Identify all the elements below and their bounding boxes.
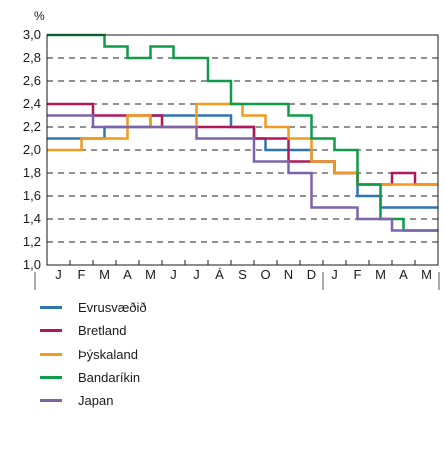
x-month-label: D [307,267,316,282]
legend-swatch [40,329,62,333]
x-month-label: J [55,267,62,282]
legend-label: Þýskaland [78,346,138,362]
x-month-label: J [331,267,338,282]
series-line [47,114,438,232]
y-tick-label: 1,2 [23,234,41,249]
x-month-label: F [354,267,362,282]
x-month-label: M [145,267,156,282]
x-month-label: A [399,267,408,282]
legend-label: Bretland [78,323,127,339]
y-tick-label: 3,0 [23,27,41,42]
series-lines [47,33,438,232]
x-axis: JFMAMJJÁSONDJFMAM20072008 [34,260,440,290]
x-year-label: 2007 [171,288,200,290]
y-tick-label: 2,2 [23,119,41,134]
y-tick-label: 1,4 [23,211,41,226]
y-tick-label: 1,0 [23,257,41,272]
legend-label: Evrusvæðið [78,300,147,316]
x-month-label: N [284,267,293,282]
legend-swatch [40,399,62,403]
legend-item: Bandaríkin [40,366,147,389]
legend-item: Bretland [40,319,147,342]
y-tick-label: 2,4 [23,96,41,111]
x-year-label: 2008 [366,288,395,290]
x-month-label: A [123,267,132,282]
x-month-label: M [99,267,110,282]
y-axis-ticks: 1,0 1,2 1,4 1,6 1,8 2,0 2,2 2,4 2,6 2,8 3,0 [23,27,41,272]
y-axis-unit-label: % [34,9,45,23]
legend-label: Bandaríkin [78,370,141,386]
y-tick-label: 1,6 [23,188,41,203]
series-line [47,33,438,232]
x-month-label: M [421,267,432,282]
y-tick-label: 2,0 [23,142,41,157]
y-tick-label: 2,6 [23,73,41,88]
legend-label: Japan [78,393,114,409]
x-month-label: F [78,267,86,282]
x-month-label: Á [215,267,224,282]
legend-item: Evrusvæðið [40,296,147,319]
y-tick-label: 2,8 [23,50,41,65]
x-month-label: J [193,267,200,282]
x-month-label: O [260,267,270,282]
legend-swatch [40,376,62,380]
y-tick-label: 1,8 [23,165,41,180]
legend: Evrusvæðið Bretland Þýskaland Bandaríkin… [40,296,147,412]
legend-item: Þýskaland [40,343,147,366]
x-month-label: J [170,267,177,282]
legend-swatch [40,352,62,356]
plot-frame [46,34,439,266]
x-month-label: M [375,267,386,282]
legend-item: Japan [40,389,147,412]
x-month-label: S [238,267,247,282]
legend-swatch [40,306,62,310]
